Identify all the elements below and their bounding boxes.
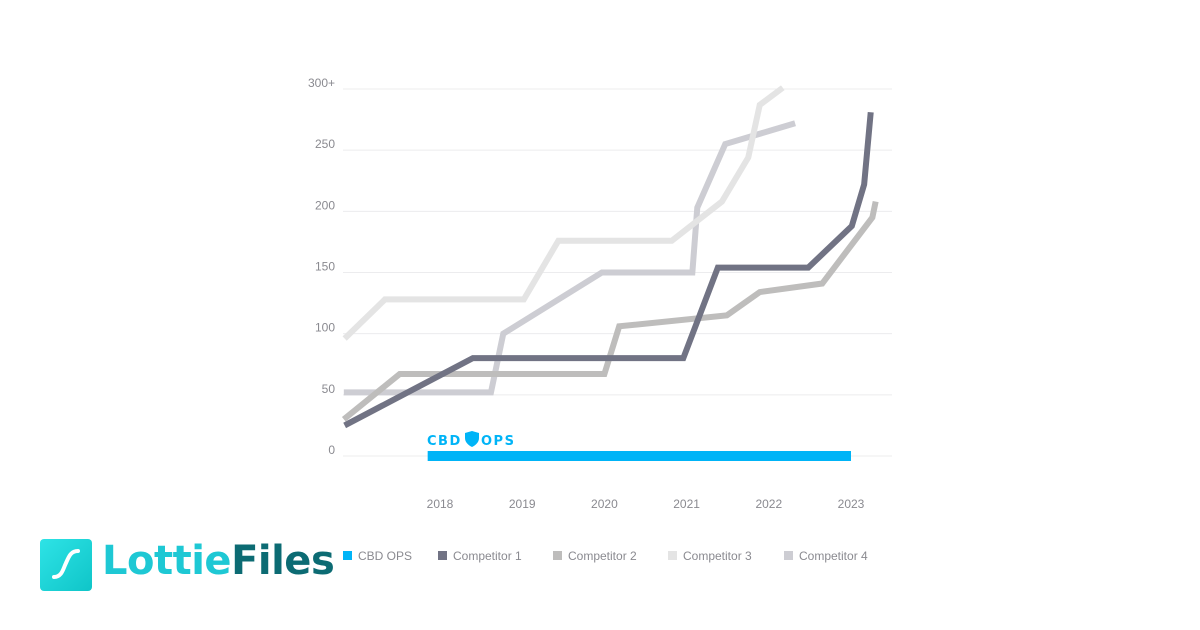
x-axis-ticks: 2018 2019 2020 2021 2022 2023: [427, 497, 865, 511]
x-tick-label: 2019: [509, 497, 536, 511]
x-tick-label: 2021: [673, 497, 700, 511]
legend-label: CBD OPS: [358, 549, 412, 563]
y-tick-label: 150: [315, 260, 335, 274]
legend-item[interactable]: Competitor 4: [784, 549, 868, 563]
x-tick-label: 2022: [755, 497, 782, 511]
legend-item[interactable]: CBD OPS: [343, 549, 412, 563]
series-line-competitor-3: [342, 85, 785, 341]
legend-item[interactable]: Competitor 2: [553, 549, 637, 563]
legend-item[interactable]: Competitor 3: [668, 549, 752, 563]
legend-label: Competitor 1: [453, 549, 522, 563]
series-line-competitor-4: [343, 120, 796, 396]
legend: CBD OPS Competitor 1 Competitor 2 Competito…: [343, 549, 868, 563]
x-tick-label: 2023: [838, 497, 865, 511]
x-tick-label: 2018: [427, 497, 454, 511]
legend-label: Competitor 3: [683, 549, 752, 563]
logo-text-files: Files: [231, 538, 335, 584]
series-line-competitor-2: [341, 200, 879, 422]
svg-text:CBD: CBD: [427, 434, 462, 449]
logo-text-lottie: Lottie: [102, 538, 232, 584]
legend-swatch: [784, 551, 793, 560]
legend-swatch: [438, 551, 447, 560]
legend-item[interactable]: Competitor 1: [438, 549, 522, 563]
series-line-competitor-1: [343, 111, 874, 429]
y-tick-label: 250: [315, 137, 335, 151]
y-tick-label: 0: [328, 443, 335, 457]
x-tick-label: 2020: [591, 497, 618, 511]
lottiefiles-icon: [40, 539, 92, 591]
legend-swatch: [343, 551, 352, 560]
y-axis-ticks: 0 50 100 150 200 250 300+: [308, 76, 335, 457]
svg-text:OPS: OPS: [481, 434, 515, 449]
series-lines: [341, 85, 879, 461]
y-tick-label: 300+: [308, 76, 335, 90]
y-tick-label: 200: [315, 198, 335, 212]
legend-label: Competitor 4: [799, 549, 868, 563]
y-tick-label: 100: [315, 321, 335, 335]
legend-label: Competitor 2: [568, 549, 637, 563]
legend-swatch: [553, 551, 562, 560]
cbd-ops-logo: CBD OPS: [427, 431, 515, 449]
legend-swatch: [668, 551, 677, 560]
y-tick-label: 50: [322, 382, 336, 396]
